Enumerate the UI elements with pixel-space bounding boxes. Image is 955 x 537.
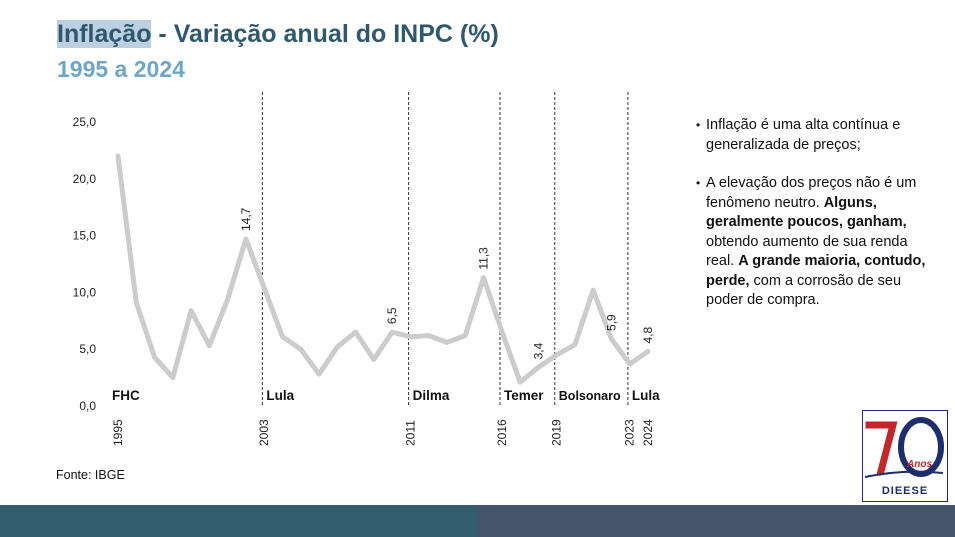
period-label: Dilma xyxy=(413,388,450,403)
data-label: 3,4 xyxy=(531,342,545,359)
period-label: Lula xyxy=(266,388,294,403)
x-tick-label: 2023 xyxy=(623,419,637,446)
bullet-bold-text: A grande maioria, contudo, perde, xyxy=(706,253,926,289)
series-line xyxy=(115,153,651,385)
y-tick-label: 20,0 xyxy=(73,172,97,186)
title-rest: - Variação anual do INPC (%) xyxy=(151,20,499,48)
series-line-group xyxy=(115,153,651,385)
bullet-item: A elevação dos preços não é um fenômeno … xyxy=(696,174,936,311)
bullet-text: com a corrosão de seu poder de compra. xyxy=(706,272,902,309)
x-tick-label: 2003 xyxy=(257,419,271,446)
bullet-text: A elevação dos preços não é um fenômeno … xyxy=(706,175,917,211)
x-tick-label: 1995 xyxy=(111,419,125,446)
page-title: Inflação - Variação anual do INPC (%) xyxy=(57,20,499,49)
data-label: 14,7 xyxy=(239,207,253,231)
x-tick-label: 2016 xyxy=(495,419,509,446)
bullet-bold-text: Alguns, geralmente poucos, ganham, xyxy=(706,194,907,231)
bullet-text: obtendo aumento de sua renda real. xyxy=(706,233,908,270)
logo-name-text: DIEESE xyxy=(881,485,929,497)
y-tick-label: 10,0 xyxy=(73,285,97,299)
y-tick-label: 15,0 xyxy=(73,229,97,243)
inpc-line-chart: 0,0 5,0 10,0 15,0 20,0 25,0 1995 2003 2011 2016 2… xyxy=(73,92,660,446)
period-label: Temer xyxy=(504,388,544,403)
bullet-text: Inflação é uma alta contínua e generaliz… xyxy=(706,117,901,153)
data-label: 11,3 xyxy=(477,247,491,270)
period-label: FHC xyxy=(112,388,140,403)
x-tick-label: 2024 xyxy=(641,419,655,446)
y-tick-label: 0,0 xyxy=(79,399,96,413)
data-label: 5,9 xyxy=(604,314,618,331)
footer-bar-right xyxy=(478,505,955,537)
y-tick-label: 25,0 xyxy=(73,115,97,129)
y-tick-label: 5,0 xyxy=(79,342,96,356)
data-label: 4,8 xyxy=(641,326,655,343)
period-label: Bolsonaro xyxy=(559,389,621,403)
bullet-list: Inflação é uma alta contínua e generaliz… xyxy=(696,116,936,330)
footer-bar-left xyxy=(0,505,478,537)
page-subtitle: 1995 a 2024 xyxy=(57,56,185,82)
data-labels: 14,7 6,5 11,3 3,4 5,9 4,8 xyxy=(239,207,655,359)
period-dividers: FHC Lula Dilma Temer Bolsonaro Lula xyxy=(112,92,660,406)
data-label: 6,5 xyxy=(385,307,399,324)
x-axis: 1995 2003 2011 2016 2019 2023 2024 xyxy=(111,419,655,446)
title-highlight: Inflação xyxy=(57,20,152,48)
y-axis: 0,0 5,0 10,0 15,0 20,0 25,0 xyxy=(73,115,97,413)
x-tick-label: 2019 xyxy=(550,419,564,446)
logo-70-mark xyxy=(864,417,944,478)
bullet-item: Inflação é uma alta contínua e generaliz… xyxy=(696,116,936,155)
dieese-logo: Anos DIEESE xyxy=(862,410,948,502)
x-tick-label: 2011 xyxy=(403,420,417,446)
period-label: Lula xyxy=(632,388,660,403)
source-note: Fonte: IBGE xyxy=(56,468,125,482)
logo-anos-text: Anos xyxy=(907,459,932,470)
